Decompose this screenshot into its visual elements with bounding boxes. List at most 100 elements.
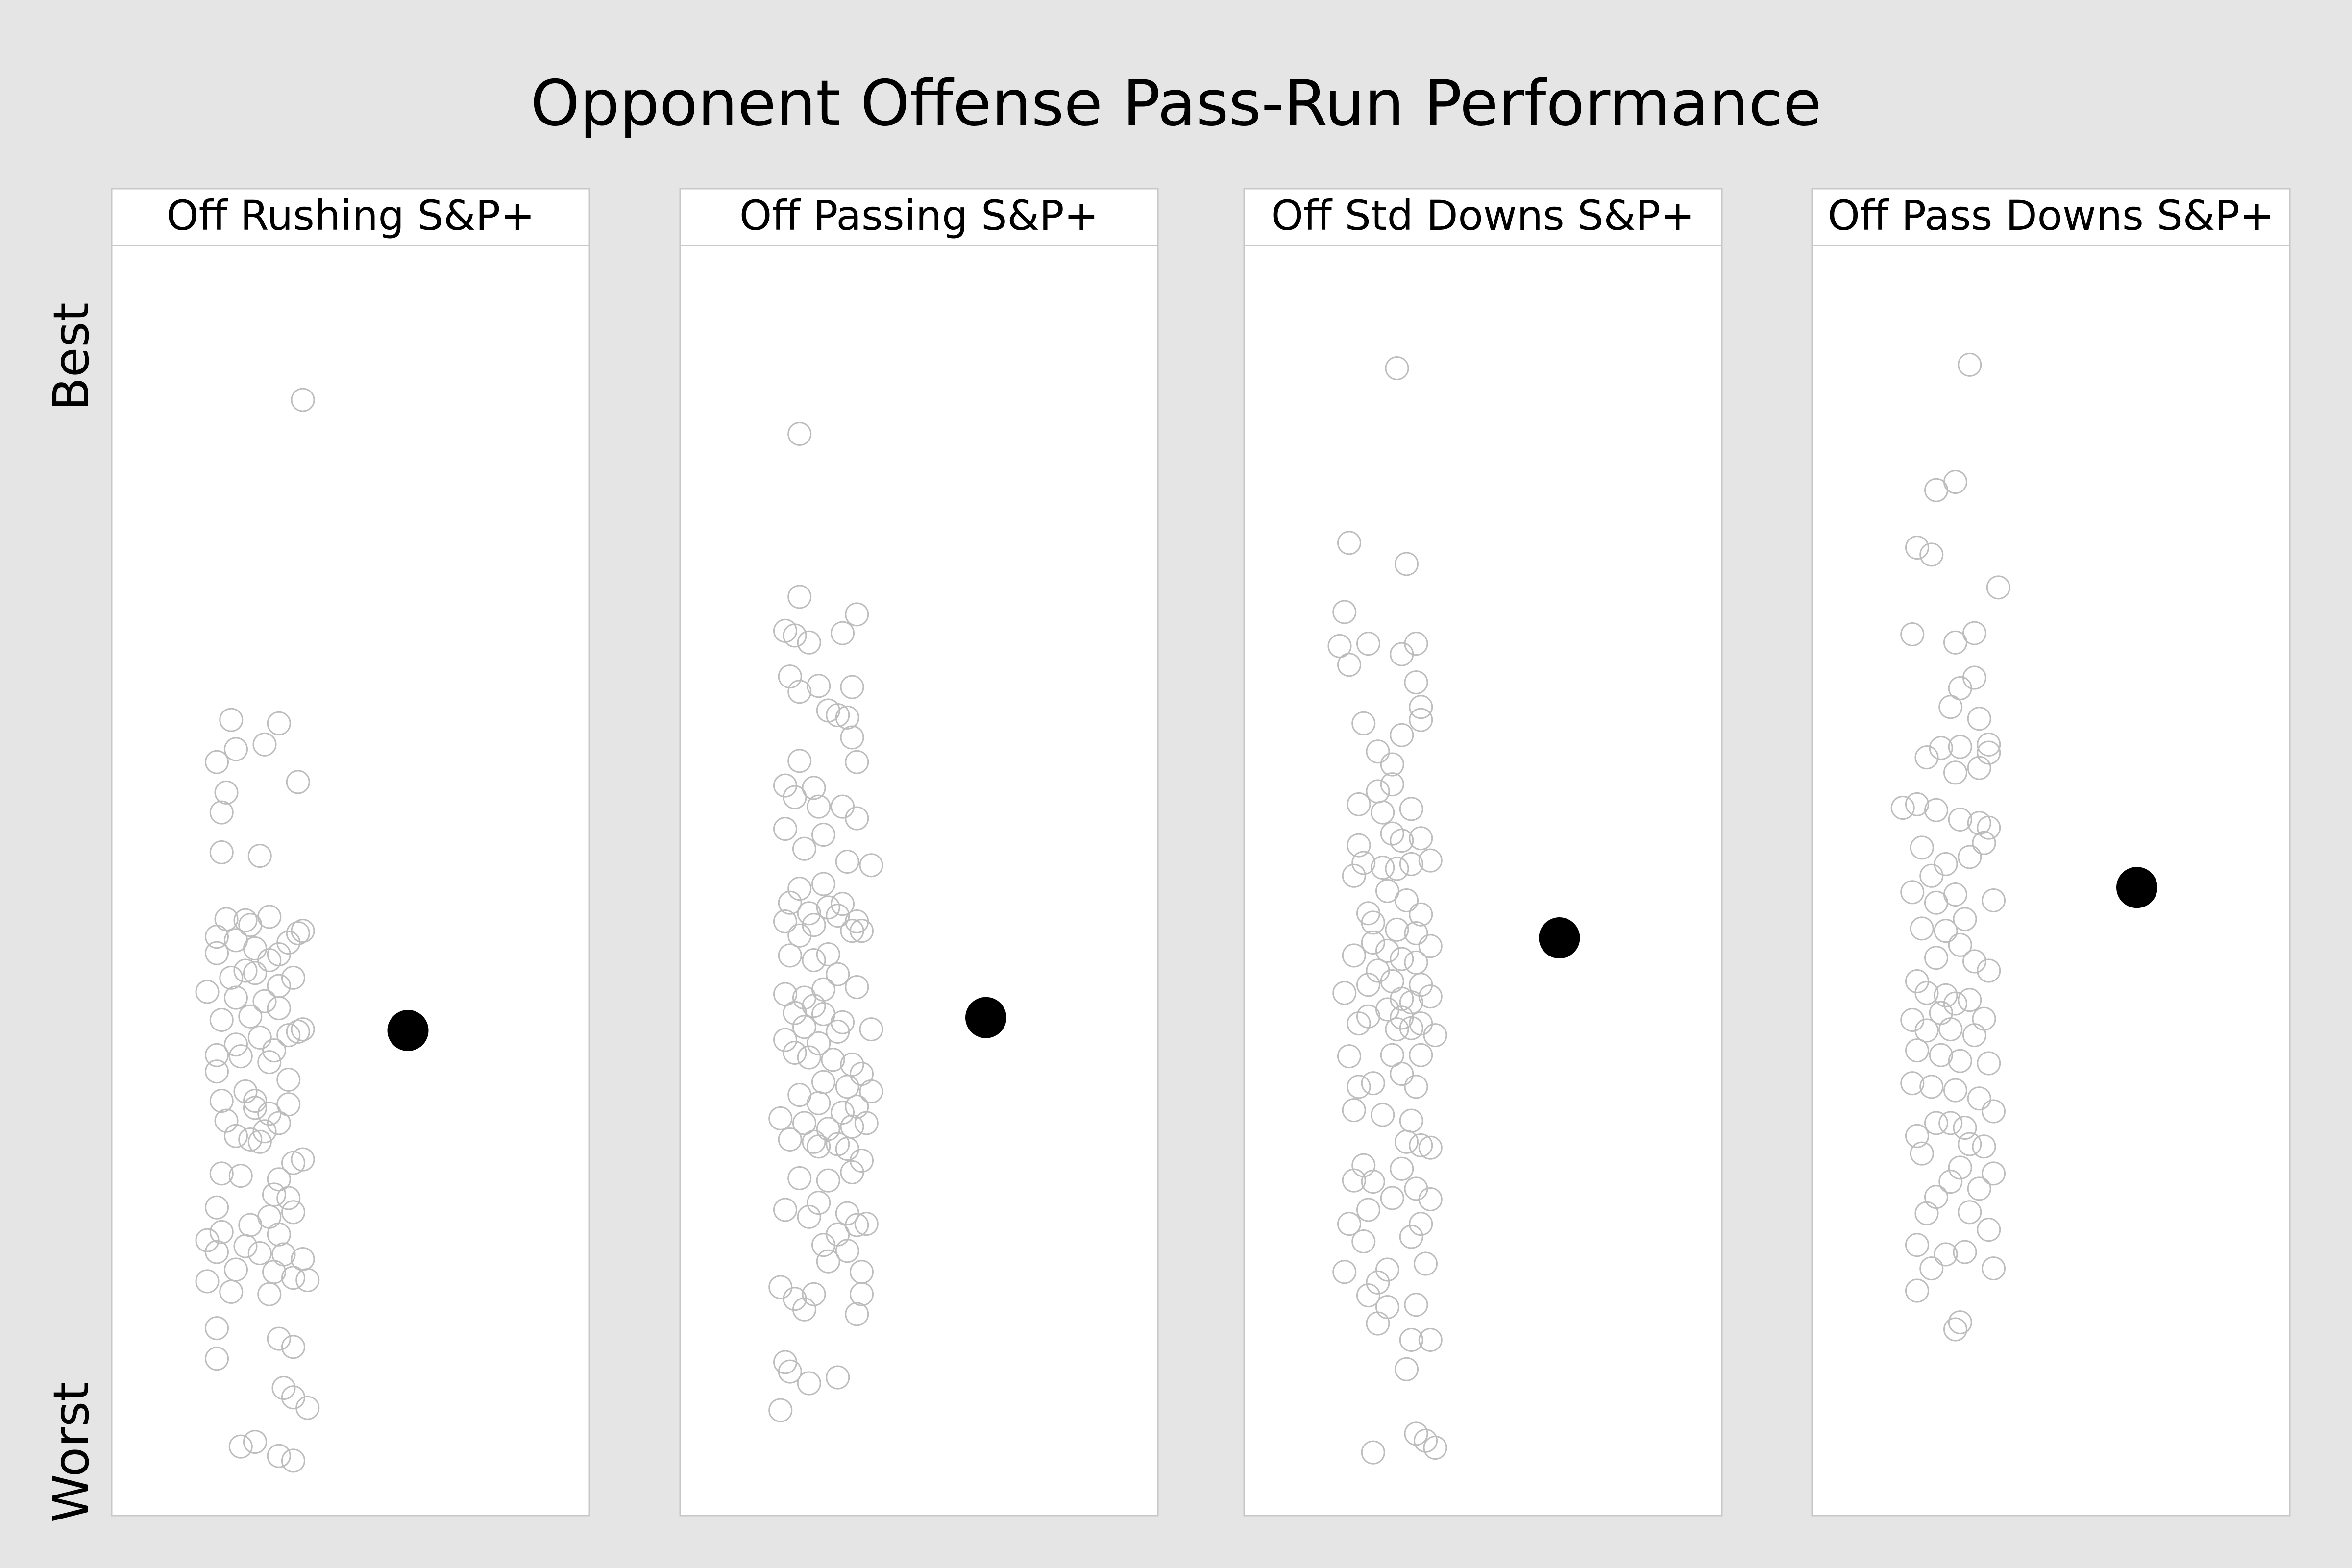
data-point xyxy=(797,1371,821,1396)
data-point xyxy=(257,1102,282,1126)
data-point xyxy=(205,941,229,965)
data-point xyxy=(1342,1168,1366,1193)
data-point xyxy=(802,1129,826,1154)
data-point xyxy=(224,1032,248,1057)
data-point xyxy=(267,1222,291,1247)
data-point xyxy=(1375,879,1399,903)
data-point xyxy=(1948,807,1972,832)
data-point xyxy=(224,1124,248,1148)
highlight-point xyxy=(965,997,1006,1038)
data-point xyxy=(1375,997,1399,1022)
chart-title: Opponent Offense Pass-Run Performance xyxy=(530,67,1821,140)
data-point xyxy=(1332,1260,1357,1284)
data-point xyxy=(1399,1016,1423,1040)
data-point xyxy=(845,1302,869,1326)
data-point xyxy=(854,1111,879,1135)
data-point xyxy=(1332,980,1357,1005)
data-point xyxy=(845,975,869,999)
data-point xyxy=(1905,1278,1929,1303)
data-point xyxy=(807,1031,831,1055)
data-point xyxy=(1404,1075,1428,1099)
data-point xyxy=(219,708,244,732)
data-point xyxy=(1953,907,1977,931)
data-point xyxy=(243,936,267,961)
data-point xyxy=(1342,863,1366,888)
data-point xyxy=(792,836,816,861)
data-point xyxy=(835,1239,859,1263)
data-point xyxy=(773,817,797,841)
data-point xyxy=(281,1448,305,1473)
data-point xyxy=(1958,352,1982,377)
data-point xyxy=(1938,1111,1963,1135)
data-point xyxy=(1962,949,1986,974)
data-point xyxy=(1905,1038,1929,1063)
data-point xyxy=(219,965,244,990)
data-point xyxy=(1371,856,1395,880)
data-point xyxy=(1404,921,1428,945)
data-point xyxy=(1934,919,1958,943)
data-point xyxy=(205,1043,229,1067)
data-point xyxy=(1409,1043,1433,1067)
data-point xyxy=(1409,1133,1433,1157)
data-point xyxy=(209,1089,234,1113)
data-point xyxy=(797,1045,821,1070)
panel-frame xyxy=(111,188,590,1517)
data-point xyxy=(835,705,859,730)
data-point xyxy=(831,794,855,819)
data-point xyxy=(257,1282,282,1306)
data-point xyxy=(1347,792,1371,816)
data-point xyxy=(1375,1257,1399,1282)
data-point xyxy=(1380,1186,1404,1210)
data-point xyxy=(778,1127,802,1152)
data-point xyxy=(787,1166,812,1190)
data-point xyxy=(1361,910,1385,935)
data-point xyxy=(811,823,835,847)
data-point xyxy=(802,948,826,972)
data-point xyxy=(1404,1421,1428,1446)
data-point xyxy=(281,1151,305,1175)
data-point xyxy=(247,844,272,868)
data-point xyxy=(1919,863,1944,888)
data-point xyxy=(1399,990,1423,1015)
data-point xyxy=(1972,1134,1996,1159)
data-point xyxy=(1366,1270,1390,1295)
data-point xyxy=(845,1213,869,1237)
data-point xyxy=(1409,1212,1433,1236)
data-point xyxy=(281,1200,305,1225)
data-point xyxy=(1351,711,1376,735)
data-point xyxy=(1977,958,2001,983)
data-point xyxy=(1948,1155,1972,1180)
data-point xyxy=(807,1191,831,1215)
data-point xyxy=(1967,1176,1991,1201)
data-point xyxy=(854,1212,879,1236)
data-point xyxy=(1905,1233,1929,1257)
data-point xyxy=(276,1023,301,1048)
data-point xyxy=(257,905,282,929)
data-point xyxy=(859,1017,883,1042)
data-point xyxy=(1977,732,2001,757)
data-point xyxy=(816,1168,840,1193)
data-point xyxy=(768,1275,793,1299)
data-point xyxy=(1982,1161,2006,1186)
data-point xyxy=(1924,478,1948,502)
panel-title: Off Passing S&P+ xyxy=(739,192,1099,240)
data-point xyxy=(1972,831,1996,855)
data-point xyxy=(1347,1075,1371,1099)
data-point xyxy=(850,919,874,943)
data-point xyxy=(1327,634,1352,658)
data-point xyxy=(205,750,229,774)
data-point xyxy=(1399,1225,1423,1249)
data-point xyxy=(787,585,812,609)
data-point xyxy=(1337,1044,1361,1069)
y-axis-label-worst: Worst xyxy=(43,1382,100,1523)
data-point xyxy=(205,1059,229,1084)
y-axis-label-best: Best xyxy=(43,302,100,411)
data-point xyxy=(267,1111,291,1135)
data-point xyxy=(1914,1018,1939,1043)
data-point xyxy=(802,1282,826,1306)
data-point xyxy=(1342,1098,1366,1123)
data-point xyxy=(835,850,859,874)
data-point xyxy=(1361,931,1385,955)
data-point xyxy=(1356,973,1380,997)
